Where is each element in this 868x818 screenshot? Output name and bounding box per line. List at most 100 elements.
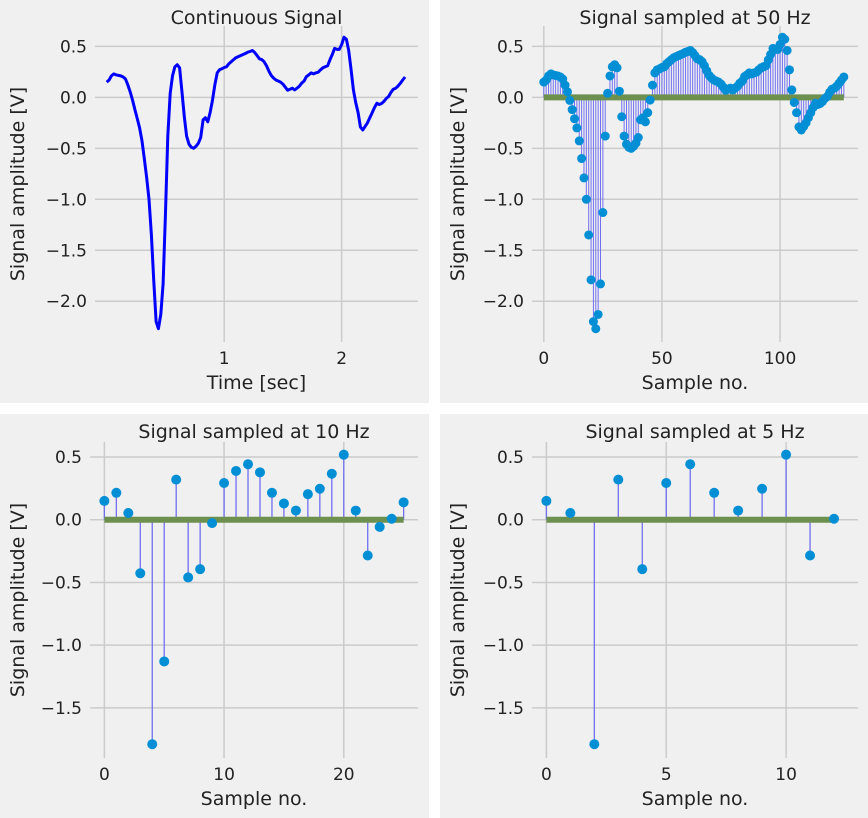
stem-marker xyxy=(565,507,576,518)
stem-marker xyxy=(584,230,594,240)
chart-title: Signal sampled at 50 Hz xyxy=(579,7,810,29)
signal-line xyxy=(105,35,407,331)
x-tick-label: 0 xyxy=(541,765,552,785)
stem-marker xyxy=(781,449,792,460)
y-tick-label: 0.0 xyxy=(60,88,87,108)
stem-marker xyxy=(839,72,849,82)
stem-marker xyxy=(661,478,672,489)
stem-marker xyxy=(567,105,577,115)
x-tick-label: 10 xyxy=(213,765,235,785)
stem-marker xyxy=(780,34,790,44)
x-axis-label: Sample no. xyxy=(201,788,308,810)
stem-marker xyxy=(574,136,584,146)
stem-marker xyxy=(111,487,122,498)
stem-marker xyxy=(254,467,265,478)
y-tick-label: −1.0 xyxy=(483,190,524,210)
stem-marker xyxy=(619,131,629,141)
y-axis-label: Signal amplitude [V] xyxy=(7,503,29,697)
stem-marker xyxy=(219,478,230,489)
stem-marker xyxy=(586,275,596,285)
y-tick-label: −0.5 xyxy=(46,139,87,159)
stem-marker xyxy=(266,487,277,498)
stem-marker xyxy=(159,656,170,667)
y-tick-label: −2.0 xyxy=(483,292,524,312)
x-tick-label: 10 xyxy=(775,765,797,785)
stem-marker xyxy=(362,550,373,561)
chart-title: Signal sampled at 10 Hz xyxy=(138,421,369,443)
stem-marker xyxy=(123,507,134,518)
stem-marker xyxy=(135,568,146,579)
stem-marker xyxy=(581,194,591,204)
stem-marker xyxy=(338,449,349,460)
stem-marker xyxy=(600,131,610,141)
stem-marker xyxy=(643,108,653,118)
stem-marker xyxy=(183,572,194,583)
x-tick-label: 0 xyxy=(99,765,110,785)
stem-marker xyxy=(784,65,794,75)
x-tick-label: 5 xyxy=(661,765,672,785)
stem-marker xyxy=(231,465,242,476)
stem-marker xyxy=(195,564,206,575)
stem-marker xyxy=(757,483,768,494)
stem-marker xyxy=(589,739,600,750)
stem-marker xyxy=(278,498,289,509)
stem-marker xyxy=(591,324,601,334)
chart-sampled-5hz: 0.5 0.0 −0.5 −1.0 −1.5 0 5 10 Signal sampled at … xyxy=(447,421,858,810)
y-tick-label: 0.5 xyxy=(55,448,82,468)
y-tick-label: −1.5 xyxy=(483,241,524,261)
x-axis-label: Sample no. xyxy=(642,788,749,810)
stem-marker xyxy=(603,88,613,98)
y-axis-label: Signal amplitude [V] xyxy=(7,87,29,281)
stem-marker xyxy=(171,474,182,485)
stem-marker xyxy=(612,63,622,73)
stem-marker xyxy=(386,513,397,524)
stem-marker xyxy=(562,87,572,97)
stem-marker xyxy=(685,459,696,470)
y-tick-label: 0.5 xyxy=(497,37,524,57)
stem-marker xyxy=(374,521,385,532)
stem-marker xyxy=(593,309,603,319)
y-tick-label: −1.5 xyxy=(483,699,524,719)
y-axis-label: Signal amplitude [V] xyxy=(447,87,469,281)
stem-marker xyxy=(579,173,589,183)
y-tick-label: 0.0 xyxy=(497,511,524,531)
stem-marker xyxy=(789,97,799,107)
stem-marker xyxy=(733,505,744,516)
panel-continuous-signal: 0.5 0.0 −0.5 −1.0 −1.5 −2.0 1 2 Continuous Signa… xyxy=(0,0,429,403)
stem-marker xyxy=(99,495,110,506)
chart-sampled-50hz: 0.5 0.0 −0.5 −1.0 −1.5 −2.0 0 50 100 Signal sampl… xyxy=(447,7,858,394)
x-tick-label: 2 xyxy=(336,349,347,369)
stem-marker xyxy=(647,80,657,90)
stem-marker xyxy=(637,564,648,575)
stem-marker xyxy=(633,133,643,143)
y-tick-label: 0.5 xyxy=(497,448,524,468)
stem-marker xyxy=(207,518,218,529)
y-tick-label: −1.0 xyxy=(41,636,82,656)
stem-marker xyxy=(805,550,816,561)
chart-sampled-10hz: 0.5 0.0 −0.5 −1.0 −1.5 0 10 20 Signal sampled at… xyxy=(7,421,418,810)
stem-marker xyxy=(577,154,587,164)
stem-marker xyxy=(314,483,325,494)
stem-marker xyxy=(302,489,313,500)
y-tick-label: −1.5 xyxy=(46,241,87,261)
stem-marker xyxy=(588,317,598,327)
x-axis-label: Time [sec] xyxy=(206,372,306,394)
stem-marker xyxy=(565,95,575,105)
stem-marker xyxy=(598,208,608,218)
y-tick-label: −1.5 xyxy=(41,699,82,719)
stem-marker xyxy=(829,513,840,524)
y-tick-label: −0.5 xyxy=(483,139,524,159)
stem-marker xyxy=(147,739,158,750)
y-tick-label: −0.5 xyxy=(483,573,524,593)
stem-marker xyxy=(640,117,650,127)
stem-marker xyxy=(605,71,615,81)
y-tick-label: −1.0 xyxy=(46,190,87,210)
stem-marker xyxy=(596,279,606,289)
stem-marker xyxy=(290,505,301,516)
stem-marker xyxy=(782,45,792,55)
stem-marker xyxy=(572,123,582,133)
stem-marker xyxy=(570,114,580,124)
x-tick-label: 0 xyxy=(538,349,549,369)
stem-marker xyxy=(787,85,797,95)
stem-marker xyxy=(350,505,361,516)
